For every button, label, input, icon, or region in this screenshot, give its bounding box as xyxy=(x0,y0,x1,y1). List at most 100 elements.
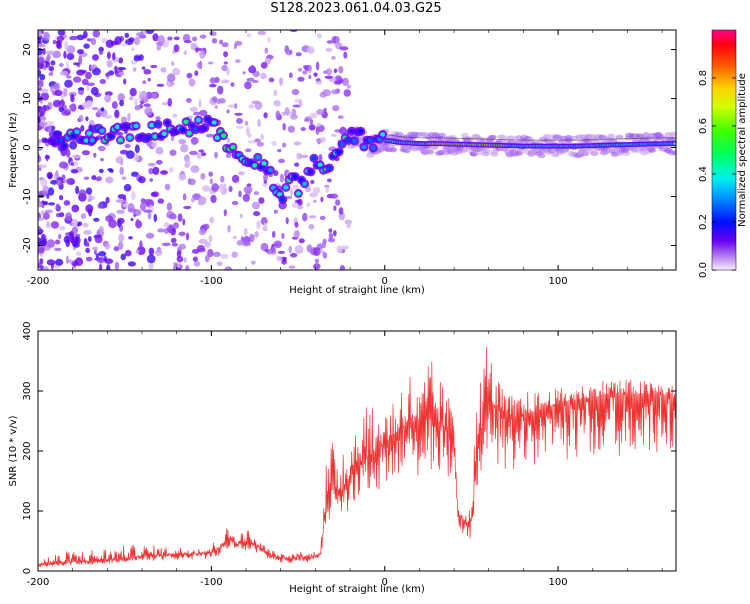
ridge-blob xyxy=(336,149,342,155)
noise-blob xyxy=(209,77,217,84)
noise-blob xyxy=(46,171,53,179)
noise-blob xyxy=(124,143,131,149)
noise-blob xyxy=(56,40,62,49)
noise-blob xyxy=(143,209,152,213)
noise-blob xyxy=(87,197,92,202)
noise-blob xyxy=(231,174,240,183)
noise-blob xyxy=(292,184,300,190)
noise-blob xyxy=(66,148,71,158)
noise-blob xyxy=(140,198,146,204)
ridge-blob xyxy=(89,138,95,143)
noise-blob xyxy=(264,47,269,54)
noise-blob xyxy=(306,46,315,54)
noise-blob xyxy=(124,249,132,257)
noise-blob xyxy=(260,61,268,69)
noise-blob xyxy=(114,261,120,270)
noise-blob xyxy=(85,116,89,122)
noise-blob xyxy=(251,100,260,105)
noise-blob xyxy=(164,183,171,191)
noise-blob xyxy=(54,239,61,245)
noise-blob xyxy=(232,235,238,240)
noise-blob xyxy=(219,39,223,45)
noise-blob xyxy=(109,168,114,173)
noise-blob xyxy=(124,32,130,39)
noise-blob xyxy=(243,227,248,236)
noise-blob xyxy=(53,83,59,90)
noise-blob xyxy=(334,129,341,133)
noise-blob xyxy=(56,177,64,181)
noise-blob xyxy=(119,149,129,155)
noise-blob xyxy=(117,217,125,225)
noise-blob xyxy=(155,159,163,165)
noise-blob xyxy=(330,193,339,199)
noise-blob xyxy=(227,104,236,108)
noise-blob xyxy=(313,263,321,270)
noise-blob xyxy=(60,98,65,108)
noise-blob xyxy=(104,258,114,265)
noise-blob xyxy=(166,202,173,211)
noise-blob xyxy=(43,265,49,270)
noise-blob xyxy=(160,170,168,175)
snr-ytick-label: 100 xyxy=(22,501,33,520)
noise-blob xyxy=(78,189,87,198)
noise-blob xyxy=(268,77,275,83)
noise-blob xyxy=(210,194,217,204)
noise-blob xyxy=(190,165,200,173)
noise-blob xyxy=(209,31,217,36)
noise-blob xyxy=(38,262,43,269)
noise-blob xyxy=(46,259,56,266)
ridge-blob xyxy=(345,138,351,143)
noise-blob xyxy=(245,148,252,153)
noise-blob xyxy=(292,104,301,108)
noise-blob xyxy=(247,140,256,144)
noise-blob xyxy=(145,232,155,239)
noise-blob xyxy=(141,66,146,70)
noise-blob xyxy=(52,39,57,45)
noise-blob xyxy=(333,80,342,85)
noise-blob xyxy=(80,213,87,220)
noise-blob xyxy=(238,190,242,198)
noise-blob xyxy=(151,141,158,148)
noise-blob xyxy=(225,152,232,159)
noise-blob xyxy=(312,247,321,257)
noise-blob xyxy=(339,265,345,270)
noise-blob xyxy=(298,238,305,244)
noise-blob xyxy=(42,212,50,220)
snr-panel: -200 -100 0 100 0 100 200 300 400 Height of stra… xyxy=(8,321,677,595)
colorbar-tick-label: 0.0 xyxy=(698,262,709,278)
noise-blob xyxy=(258,197,265,204)
noise-blob xyxy=(308,74,312,80)
noise-blob xyxy=(131,47,135,52)
noise-blob xyxy=(161,242,171,247)
band-blob xyxy=(648,147,657,153)
noise-blob xyxy=(83,176,90,180)
noise-blob xyxy=(99,79,107,84)
noise-blob xyxy=(275,110,281,119)
noise-blob xyxy=(121,176,127,181)
ridge-blob xyxy=(672,142,676,145)
noise-blob xyxy=(214,105,218,109)
noise-blob xyxy=(55,203,60,211)
band-blob xyxy=(514,150,523,156)
band-blob xyxy=(552,135,560,141)
noise-blob xyxy=(86,82,95,87)
noise-blob xyxy=(315,61,320,71)
noise-blob xyxy=(246,77,255,82)
noise-blob xyxy=(120,253,127,261)
noise-blob xyxy=(207,61,214,65)
spectrogram-xtick-label: -200 xyxy=(27,276,50,287)
noise-blob xyxy=(65,212,72,221)
noise-blob xyxy=(38,62,44,70)
band-blob xyxy=(671,150,676,156)
noise-blob xyxy=(189,150,198,156)
noise-blob xyxy=(105,72,110,77)
noise-blob xyxy=(218,183,226,191)
noise-blob xyxy=(273,209,278,214)
noise-blob xyxy=(106,264,111,270)
noise-blob xyxy=(199,34,207,39)
noise-blob xyxy=(58,63,64,67)
noise-blob xyxy=(310,179,315,185)
noise-blob xyxy=(150,64,158,69)
noise-blob xyxy=(185,265,190,270)
